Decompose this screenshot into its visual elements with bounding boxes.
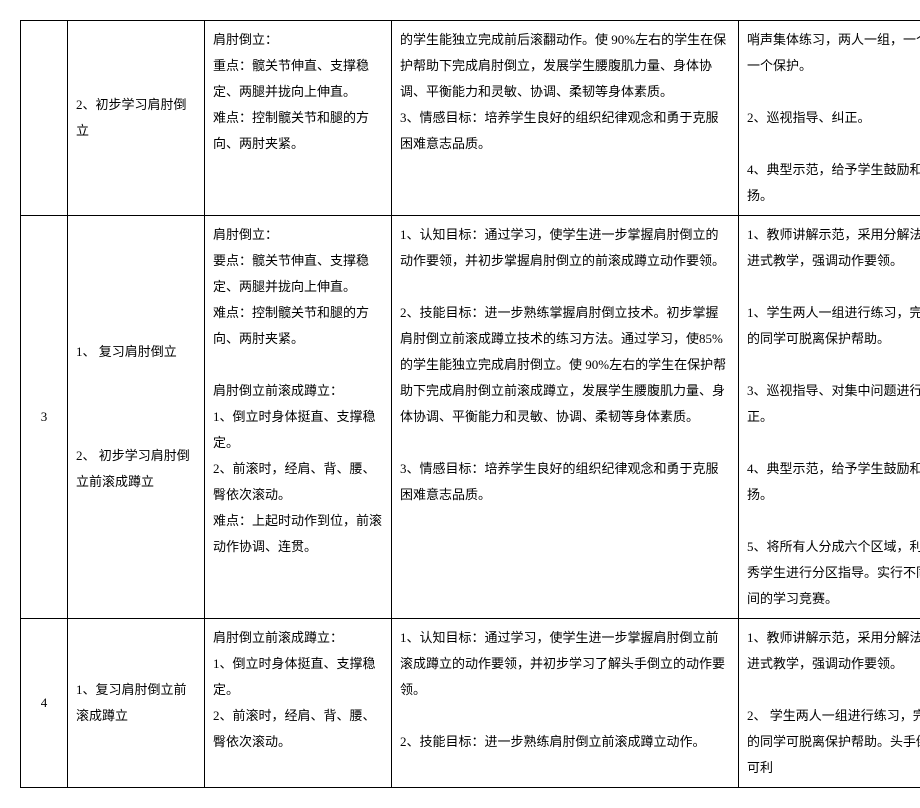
row-number: 3 [21,216,68,619]
topic-cell: 1、复习肩肘倒立前滚成蹲立 [68,619,205,788]
methods-cell: 哨声集体练习，两人一组，一个练习一个保护。 2、巡视指导、纠正。 4、典型示范，… [739,21,920,216]
lesson-plan-table: 2、初步学习肩肘倒立肩肘倒立：重点：髋关节伸直、支撑稳定、两腿并拢向上伸直。难点… [20,20,920,788]
topic-cell: 1、 复习肩肘倒立 2、 初步学习肩肘倒立前滚成蹲立 [68,216,205,619]
goals-cell: 1、认知目标：通过学习，使学生进一步掌握肩肘倒立前滚成蹲立的动作要领，并初步学习… [392,619,739,788]
topic-cell: 2、初步学习肩肘倒立 [68,21,205,216]
row-number [21,21,68,216]
goals-cell: 的学生能独立完成前后滚翻动作。使 90%左右的学生在保护帮助下完成肩肘倒立，发展… [392,21,739,216]
methods-cell: 1、教师讲解示范，采用分解法，渐进式教学，强调动作要领。 2、 学生两人一组进行… [739,619,920,788]
table-row: 41、复习肩肘倒立前滚成蹲立肩肘倒立前滚成蹲立：1、倒立时身体挺直、支撑稳定。2… [21,619,920,788]
row-number: 4 [21,619,68,788]
table-row: 2、初步学习肩肘倒立肩肘倒立：重点：髋关节伸直、支撑稳定、两腿并拢向上伸直。难点… [21,21,920,216]
points-cell: 肩肘倒立：要点：髋关节伸直、支撑稳定、两腿并拢向上伸直。难点：控制髋关节和腿的方… [205,216,392,619]
points-cell: 肩肘倒立：重点：髋关节伸直、支撑稳定、两腿并拢向上伸直。难点：控制髋关节和腿的方… [205,21,392,216]
methods-cell: 1、教师讲解示范，采用分解法，渐进式教学，强调动作要领。 1、学生两人一组进行练… [739,216,920,619]
goals-cell: 1、认知目标：通过学习，使学生进一步掌握肩肘倒立的动作要领，并初步掌握肩肘倒立的… [392,216,739,619]
table-row: 31、 复习肩肘倒立 2、 初步学习肩肘倒立前滚成蹲立肩肘倒立：要点：髋关节伸直… [21,216,920,619]
points-cell: 肩肘倒立前滚成蹲立：1、倒立时身体挺直、支撑稳定。2、前滚时，经肩、背、腰、臀依… [205,619,392,788]
